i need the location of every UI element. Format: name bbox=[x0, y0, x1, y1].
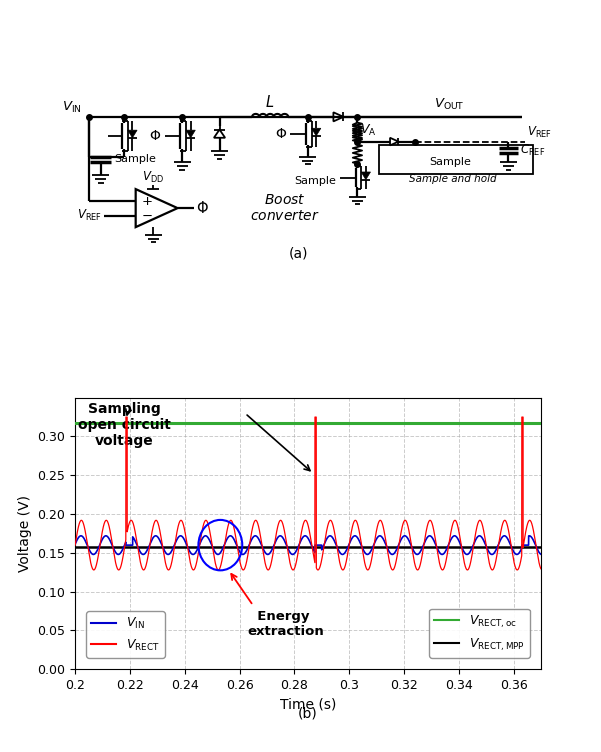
Text: $C_{\mathrm{REF}}$: $C_{\mathrm{REF}}$ bbox=[520, 143, 545, 158]
Legend: $V_{\mathrm{RECT,oc}}$, $V_{\mathrm{RECT,MPP}}$: $V_{\mathrm{RECT,oc}}$, $V_{\mathrm{RECT… bbox=[429, 608, 530, 657]
Text: $V_{\mathrm{OUT}}$: $V_{\mathrm{OUT}}$ bbox=[434, 97, 465, 112]
Text: $\Phi$: $\Phi$ bbox=[196, 200, 209, 216]
Y-axis label: Voltage (V): Voltage (V) bbox=[18, 495, 32, 572]
Text: Sample and hold: Sample and hold bbox=[409, 174, 496, 184]
Text: $+$: $+$ bbox=[141, 195, 153, 208]
Text: $V_{\mathrm{IN}}$: $V_{\mathrm{IN}}$ bbox=[63, 100, 82, 115]
Text: Sampling
open circuit
voltage: Sampling open circuit voltage bbox=[78, 402, 171, 448]
Text: $Boost$
$converter$: $Boost$ $converter$ bbox=[250, 193, 320, 223]
Polygon shape bbox=[311, 129, 321, 136]
Text: $V_{\mathrm{REF}}$: $V_{\mathrm{REF}}$ bbox=[527, 125, 552, 140]
Polygon shape bbox=[186, 130, 195, 138]
Text: $-$: $-$ bbox=[141, 209, 153, 223]
Text: Sample: Sample bbox=[294, 177, 337, 186]
Text: $L$: $L$ bbox=[265, 94, 275, 110]
Text: $V_{\mathrm{A}}$: $V_{\mathrm{A}}$ bbox=[360, 123, 376, 138]
X-axis label: Time (s): Time (s) bbox=[280, 698, 336, 711]
Text: $\Phi$: $\Phi$ bbox=[149, 129, 161, 143]
Text: (b): (b) bbox=[298, 707, 318, 720]
Text: (a): (a) bbox=[289, 247, 308, 261]
Text: $V_{\mathrm{DD}}$: $V_{\mathrm{DD}}$ bbox=[142, 169, 165, 184]
Text: Sample: Sample bbox=[114, 154, 156, 165]
Text: Energy
extraction: Energy extraction bbox=[248, 610, 325, 638]
Polygon shape bbox=[128, 130, 137, 138]
Text: $\Phi$: $\Phi$ bbox=[275, 127, 287, 141]
Text: Sample: Sample bbox=[429, 157, 471, 168]
Text: $V_{\mathrm{REF}}$: $V_{\mathrm{REF}}$ bbox=[78, 208, 103, 223]
Polygon shape bbox=[361, 172, 370, 180]
